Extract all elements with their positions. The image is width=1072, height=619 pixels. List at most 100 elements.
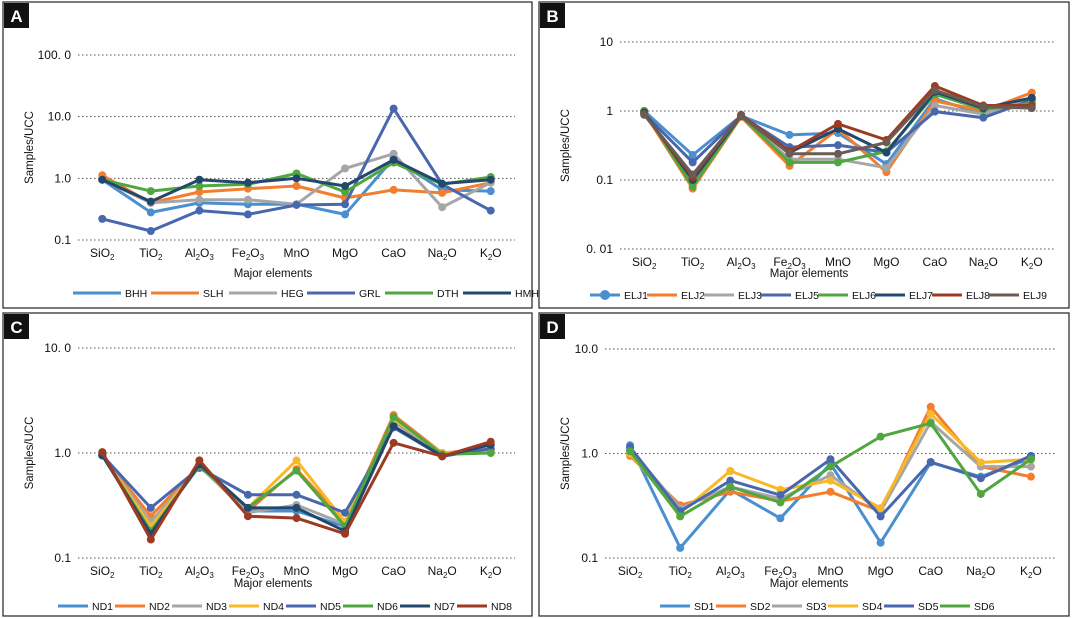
data-point bbox=[292, 466, 301, 475]
x-tick-label: Al2O3 bbox=[185, 564, 214, 580]
y-tick-label: 10. 0 bbox=[44, 341, 71, 355]
legend-label: ELJ9 bbox=[1023, 290, 1047, 302]
legend-label: ELJ7 bbox=[909, 290, 933, 302]
legend-label: ND6 bbox=[377, 601, 398, 613]
data-point bbox=[826, 462, 835, 471]
data-point bbox=[146, 187, 155, 196]
x-tick-label: Fe2O3 bbox=[232, 246, 265, 262]
data-point bbox=[676, 543, 685, 552]
data-point bbox=[389, 413, 398, 422]
data-point bbox=[341, 164, 350, 173]
data-point bbox=[243, 195, 252, 204]
x-tick-label: Fe2O3 bbox=[232, 564, 265, 580]
data-point bbox=[389, 149, 398, 158]
panel-badge bbox=[540, 314, 565, 339]
data-point bbox=[926, 457, 935, 466]
legend: ELJ1 ELJ2 ELJ3 ELJ5 ELJ6 ELJ7 ELJ8 ELJ9 bbox=[590, 290, 1047, 302]
data-point bbox=[834, 149, 842, 158]
legend-label: HMH bbox=[515, 288, 539, 300]
data-point bbox=[146, 535, 155, 544]
legend: BHH SLH HEG GRL DTH HMH bbox=[73, 288, 539, 300]
data-point bbox=[676, 512, 685, 521]
y-tick-label: 10.0 bbox=[575, 342, 599, 356]
data-point bbox=[1026, 455, 1035, 464]
data-point bbox=[876, 504, 885, 513]
data-point bbox=[243, 503, 252, 512]
data-point bbox=[486, 206, 495, 215]
data-point bbox=[926, 409, 935, 418]
panel-C: C 0.1 1.0 10. 0 SiO2 TiO2 Al2O3 Fe2O3 MnO MgO CaO N… bbox=[2, 312, 533, 617]
data-point bbox=[486, 187, 495, 196]
legend-label: DTH bbox=[437, 288, 459, 300]
legend-label: SD5 bbox=[918, 601, 939, 613]
data-point bbox=[882, 138, 891, 147]
data-point bbox=[826, 487, 835, 496]
data-point bbox=[1027, 104, 1036, 113]
legend-label: ELJ2 bbox=[681, 290, 705, 302]
legend-label: ELJ1 bbox=[624, 290, 648, 302]
legend-label: SD2 bbox=[750, 601, 771, 613]
x-tick-label: TiO2 bbox=[139, 246, 163, 262]
x-axis-label: Major elements bbox=[770, 268, 849, 280]
data-point bbox=[926, 419, 935, 428]
legend-label: ELJ8 bbox=[966, 290, 990, 302]
legend-label: SD3 bbox=[806, 601, 827, 613]
data-point bbox=[486, 449, 495, 457]
x-tick-label: SiO2 bbox=[632, 255, 657, 271]
data-point bbox=[726, 476, 735, 485]
data-point bbox=[834, 141, 842, 150]
data-point bbox=[688, 158, 697, 167]
data-point bbox=[930, 101, 939, 110]
x-tick-label: MgO bbox=[873, 255, 899, 269]
data-point bbox=[195, 456, 204, 465]
data-point bbox=[243, 490, 252, 499]
legend-label: ND4 bbox=[263, 601, 284, 613]
x-tick-label: Na2O bbox=[969, 255, 998, 271]
x-tick-label: MgO bbox=[332, 246, 358, 260]
legend-label: ND3 bbox=[206, 601, 227, 613]
data-point bbox=[976, 489, 985, 498]
data-point bbox=[726, 482, 735, 491]
data-point bbox=[640, 110, 649, 119]
legend-label: BHH bbox=[125, 288, 147, 300]
data-point bbox=[341, 529, 350, 538]
data-point bbox=[876, 432, 885, 441]
series-ND8 bbox=[98, 437, 495, 544]
data-point bbox=[243, 178, 252, 187]
data-point bbox=[979, 113, 988, 122]
data-point bbox=[195, 206, 204, 215]
data-point bbox=[826, 455, 835, 464]
x-tick-label: Na2O bbox=[428, 246, 457, 262]
panel-badge-label: A bbox=[10, 7, 22, 26]
series-HMH bbox=[98, 155, 495, 206]
data-point bbox=[195, 175, 204, 184]
data-point bbox=[834, 158, 842, 167]
data-point bbox=[341, 188, 350, 197]
panel-badge-label: D bbox=[546, 318, 558, 337]
panel-frame bbox=[2, 312, 533, 617]
data-point bbox=[926, 402, 935, 411]
y-tick-label: 10 bbox=[600, 35, 614, 49]
x-tick-label: CaO bbox=[923, 255, 948, 269]
y-tick-label: 0.1 bbox=[54, 551, 71, 565]
panel-frame bbox=[538, 1, 1070, 309]
data-point bbox=[389, 155, 398, 164]
data-point bbox=[438, 203, 447, 212]
x-tick-label: K2O bbox=[1020, 564, 1042, 580]
x-tick-label: CaO bbox=[381, 564, 406, 578]
data-point bbox=[776, 498, 785, 507]
y-tick-label: 1.0 bbox=[54, 446, 71, 460]
panel-badge bbox=[4, 3, 29, 28]
data-point bbox=[146, 503, 155, 512]
y-axis-label: Samples/UCC bbox=[24, 417, 36, 490]
panel-D: D 0.1 1.0 10.0 SiO2 TiO2 Al2O3 Fe2O3 MnO MgO CaO Na… bbox=[538, 312, 1070, 617]
panel-frame bbox=[538, 312, 1070, 617]
data-point bbox=[976, 458, 985, 467]
data-point bbox=[882, 148, 891, 157]
data-point bbox=[930, 86, 939, 95]
data-point bbox=[785, 149, 794, 158]
x-tick-label: MgO bbox=[332, 564, 358, 578]
panel-badge-label: C bbox=[10, 318, 22, 337]
x-tick-label: Na2O bbox=[428, 564, 457, 580]
data-point bbox=[1026, 462, 1035, 471]
